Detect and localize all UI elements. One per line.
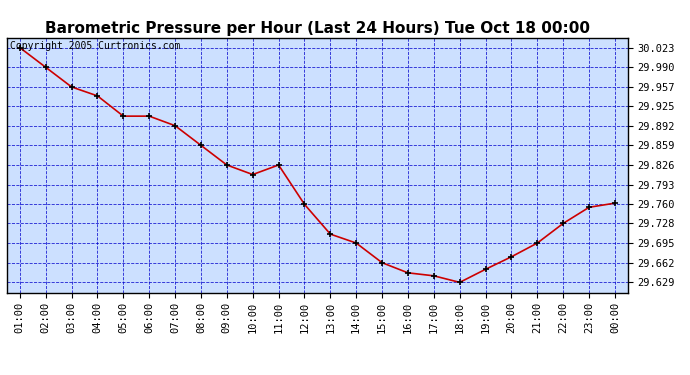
Title: Barometric Pressure per Hour (Last 24 Hours) Tue Oct 18 00:00: Barometric Pressure per Hour (Last 24 Ho… <box>45 21 590 36</box>
Text: Copyright 2005 Curtronics.com: Copyright 2005 Curtronics.com <box>10 41 180 51</box>
